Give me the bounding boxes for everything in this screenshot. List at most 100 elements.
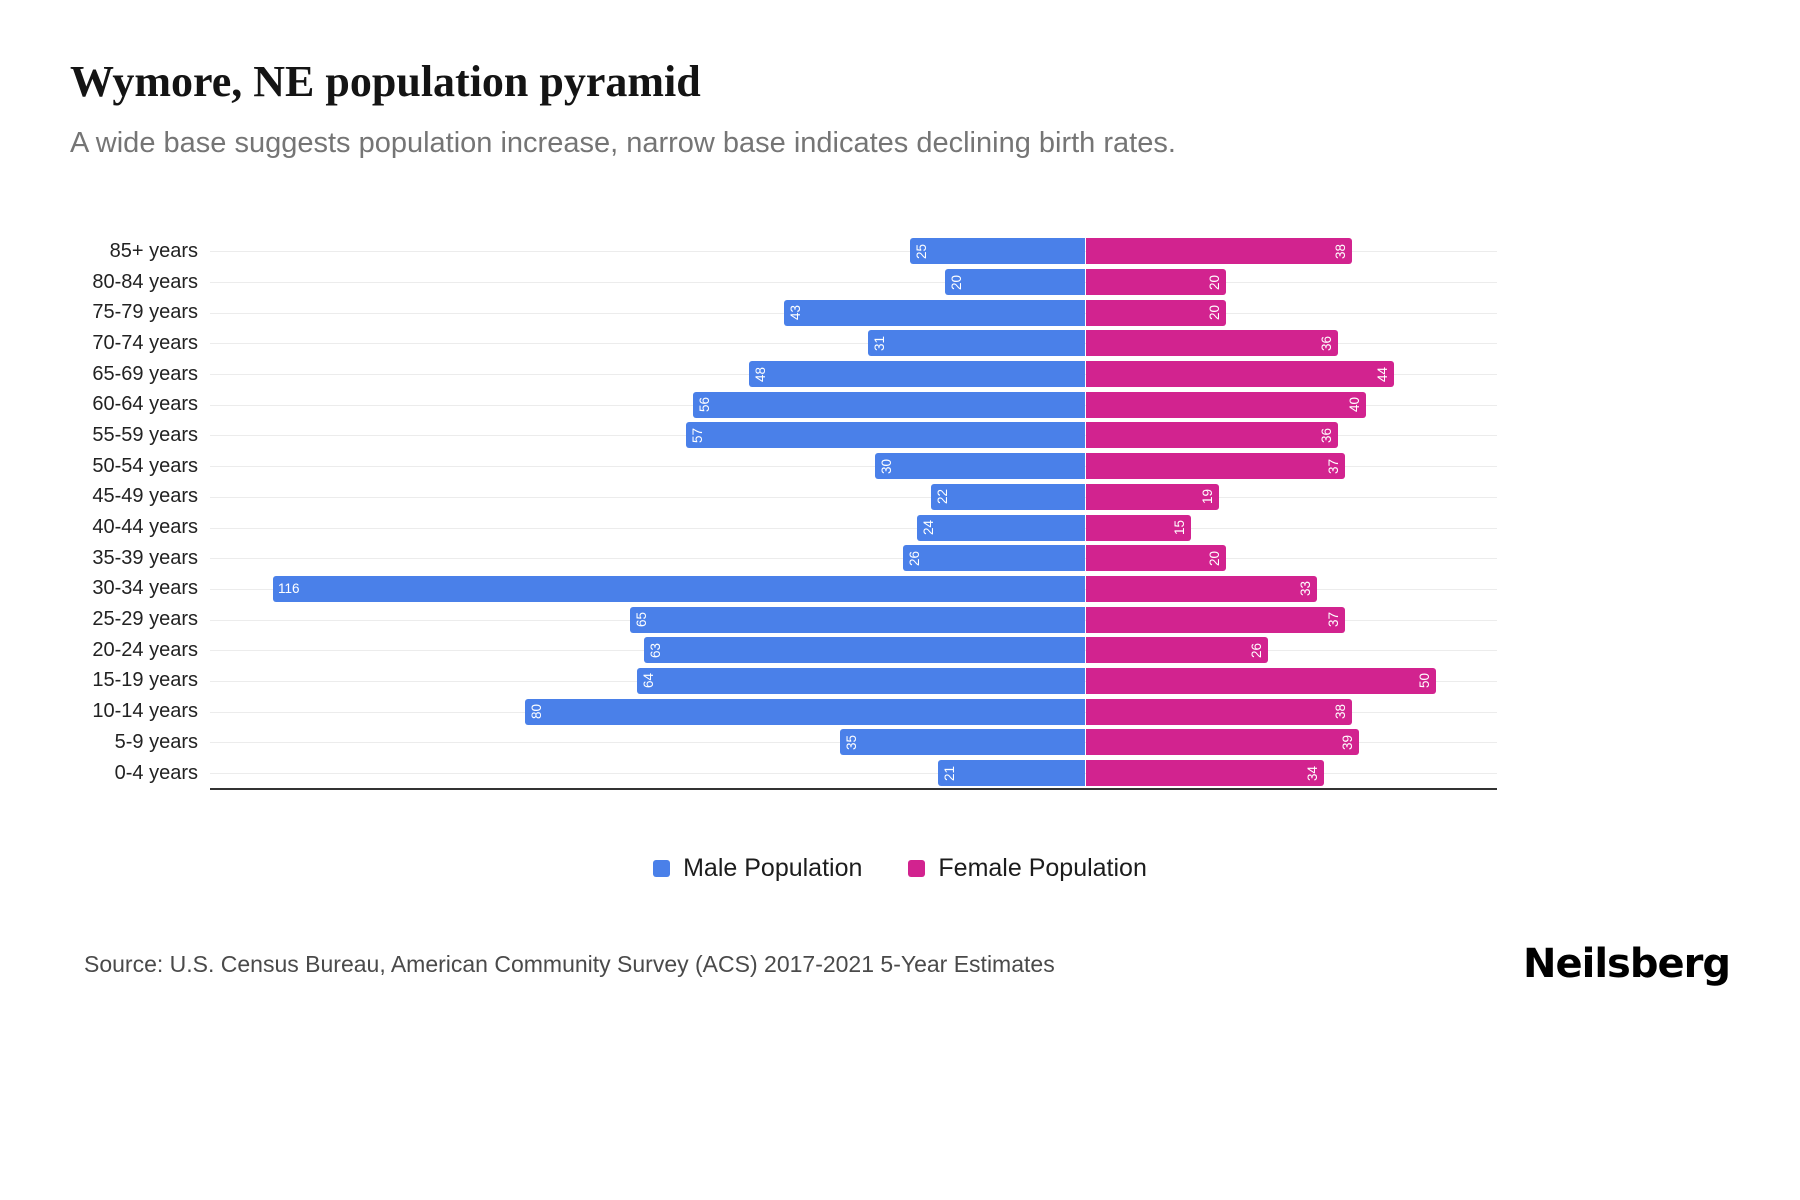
plot-area: 31 36 bbox=[210, 328, 1497, 359]
female-bar: 44 bbox=[1086, 361, 1394, 388]
age-group-label: 75-79 years bbox=[92, 301, 198, 324]
male-bar: 80 bbox=[525, 698, 1085, 725]
age-group-label: 85+ years bbox=[109, 239, 198, 262]
female-bar: 20 bbox=[1086, 269, 1226, 296]
plot-area: 20 20 bbox=[210, 267, 1497, 298]
plot-area: 65 37 bbox=[210, 604, 1497, 635]
pyramid-row: 80-84 years 20 20 bbox=[70, 267, 1497, 298]
male-bar: 21 bbox=[938, 760, 1085, 787]
male-bar: 22 bbox=[931, 483, 1085, 510]
female-bar: 33 bbox=[1086, 575, 1317, 602]
female-value-label: 39 bbox=[1339, 734, 1355, 750]
legend-item-female: Female Population bbox=[908, 854, 1147, 883]
age-group-label: 0-4 years bbox=[114, 761, 198, 784]
age-group-label: 55-59 years bbox=[92, 423, 198, 446]
male-bar: 63 bbox=[644, 637, 1085, 664]
plot-area: 25 38 bbox=[210, 236, 1497, 267]
pyramid-row: 45-49 years 22 19 bbox=[70, 482, 1497, 513]
male-value-label: 24 bbox=[921, 520, 936, 536]
population-pyramid-chart: 85+ years 25 38 80-84 years 20 20 75-79 years 4… bbox=[70, 236, 1497, 791]
male-bar: 43 bbox=[784, 299, 1085, 326]
female-bar: 37 bbox=[1086, 453, 1345, 480]
pyramid-row: 15-19 years 64 50 bbox=[70, 666, 1497, 697]
male-value-label: 31 bbox=[872, 335, 887, 351]
female-value-label: 40 bbox=[1346, 397, 1362, 413]
age-group-label: 10-14 years bbox=[92, 700, 198, 723]
female-value-label: 38 bbox=[1332, 704, 1348, 720]
female-value-label: 26 bbox=[1248, 642, 1264, 658]
pyramid-row: 20-24 years 63 26 bbox=[70, 635, 1497, 666]
male-bar: 31 bbox=[868, 330, 1085, 357]
male-value-label: 22 bbox=[935, 489, 950, 505]
pyramid-row: 25-29 years 65 37 bbox=[70, 604, 1497, 635]
plot-area: 26 20 bbox=[210, 543, 1497, 574]
female-bar: 36 bbox=[1086, 422, 1338, 449]
pyramid-row: 40-44 years 24 15 bbox=[70, 512, 1497, 543]
male-bar: 116 bbox=[273, 575, 1085, 602]
gridline bbox=[210, 558, 1497, 560]
gridline bbox=[210, 466, 1497, 468]
legend: Male Population Female Population bbox=[70, 854, 1730, 883]
male-bar: 64 bbox=[637, 667, 1085, 694]
female-value-label: 15 bbox=[1171, 520, 1187, 536]
plot-area: 21 34 bbox=[210, 758, 1497, 789]
male-value-label: 26 bbox=[907, 550, 922, 566]
pyramid-row: 35-39 years 26 20 bbox=[70, 543, 1497, 574]
pyramid-row: 65-69 years 48 44 bbox=[70, 359, 1497, 390]
male-value-label: 63 bbox=[648, 642, 663, 658]
female-value-label: 20 bbox=[1206, 550, 1222, 566]
x-axis-line bbox=[210, 788, 1497, 791]
pyramid-row: 10-14 years 80 38 bbox=[70, 696, 1497, 727]
male-bar: 57 bbox=[686, 422, 1085, 449]
female-value-label: 36 bbox=[1318, 335, 1334, 351]
gridline bbox=[210, 527, 1497, 529]
gridline bbox=[210, 343, 1497, 345]
female-value-label: 20 bbox=[1206, 305, 1222, 321]
plot-area: 56 40 bbox=[210, 389, 1497, 420]
source-text: Source: U.S. Census Bureau, American Com… bbox=[84, 950, 1055, 977]
neilsberg-logo: Neilsberg bbox=[1523, 941, 1731, 988]
age-group-label: 25-29 years bbox=[92, 608, 198, 631]
pyramid-row: 60-64 years 56 40 bbox=[70, 389, 1497, 420]
male-value-label: 65 bbox=[634, 612, 649, 628]
male-value-label: 57 bbox=[690, 427, 705, 443]
female-bar: 26 bbox=[1086, 637, 1268, 664]
age-group-label: 35-39 years bbox=[92, 546, 198, 569]
female-value-label: 37 bbox=[1325, 458, 1341, 474]
male-value-label: 80 bbox=[529, 704, 544, 720]
male-value-label: 21 bbox=[942, 765, 957, 781]
female-bar: 19 bbox=[1086, 483, 1219, 510]
gridline bbox=[210, 251, 1497, 253]
female-legend-label: Female Population bbox=[938, 854, 1147, 883]
plot-area: 64 50 bbox=[210, 666, 1497, 697]
male-value-label: 56 bbox=[697, 397, 712, 413]
gridline bbox=[210, 282, 1497, 284]
plot-area: 22 19 bbox=[210, 482, 1497, 513]
plot-area: 24 15 bbox=[210, 512, 1497, 543]
age-group-label: 65-69 years bbox=[92, 362, 198, 385]
female-value-label: 38 bbox=[1332, 243, 1348, 259]
female-bar: 38 bbox=[1086, 238, 1352, 265]
gridline bbox=[210, 773, 1497, 775]
age-group-label: 20-24 years bbox=[92, 638, 198, 661]
male-value-label: 116 bbox=[278, 581, 300, 597]
plot-area: 57 36 bbox=[210, 420, 1497, 451]
female-value-label: 36 bbox=[1318, 427, 1334, 443]
male-value-label: 20 bbox=[949, 274, 964, 290]
age-group-label: 50-54 years bbox=[92, 454, 198, 477]
age-group-label: 40-44 years bbox=[92, 516, 198, 539]
pyramid-row: 70-74 years 31 36 bbox=[70, 328, 1497, 359]
age-group-label: 45-49 years bbox=[92, 485, 198, 508]
male-value-label: 30 bbox=[879, 458, 894, 474]
male-bar: 24 bbox=[917, 514, 1085, 541]
age-group-label: 15-19 years bbox=[92, 669, 198, 692]
female-bar: 38 bbox=[1086, 698, 1352, 725]
male-bar: 30 bbox=[875, 453, 1085, 480]
plot-area: 30 37 bbox=[210, 451, 1497, 482]
male-value-label: 43 bbox=[788, 305, 803, 321]
female-value-label: 44 bbox=[1374, 366, 1390, 382]
male-bar: 65 bbox=[630, 606, 1085, 633]
female-bar: 39 bbox=[1086, 729, 1359, 756]
female-value-label: 50 bbox=[1416, 673, 1432, 689]
female-bar: 34 bbox=[1086, 760, 1324, 787]
